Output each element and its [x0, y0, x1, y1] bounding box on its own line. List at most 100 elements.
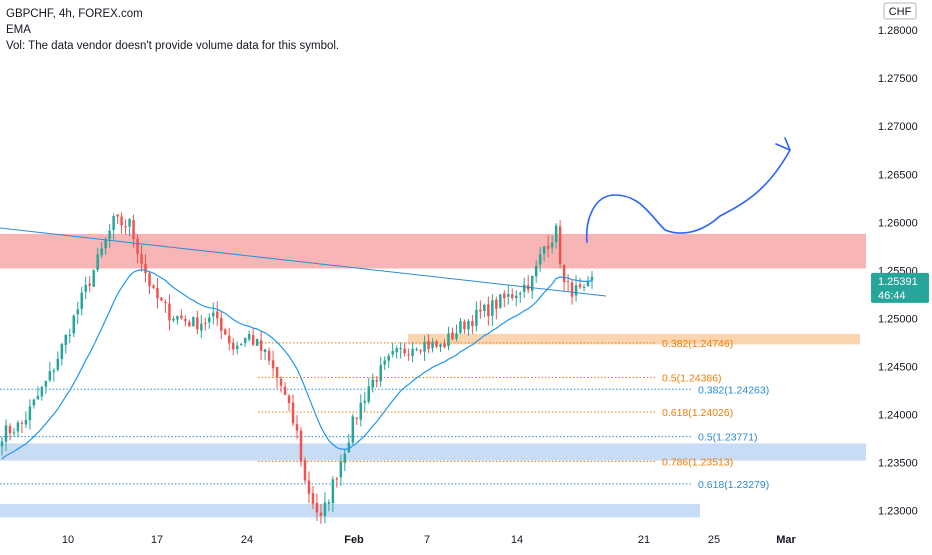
currency-box[interactable] — [883, 2, 917, 20]
candle-body — [84, 284, 87, 292]
bar-countdown-label: 46:44 — [878, 290, 906, 302]
candle-body — [48, 371, 52, 381]
candle-body — [443, 343, 446, 348]
symbol-title[interactable]: GBPCHF, 4h, FOREX.com — [6, 8, 143, 20]
zones-layer — [0, 233, 866, 518]
candle-body — [235, 345, 239, 350]
volume-note: Vol: The data vendor doesn't provide vol… — [6, 40, 340, 52]
ema-indicator-label[interactable]: EMA — [6, 24, 31, 36]
candle-body — [140, 253, 143, 264]
ema-layer — [1, 269, 593, 460]
fib-layer: 0.382(1.24746) 0.5(1.24386)0.382(1.24263)… — [0, 338, 769, 491]
time-tick-label: 7 — [424, 534, 430, 546]
candle-body — [323, 502, 327, 516]
candle-body — [383, 360, 386, 365]
descending-trendline[interactable] — [0, 227, 607, 297]
fib-label: 0.786(1.23513) — [662, 456, 733, 468]
candle-body — [467, 321, 470, 330]
price-tick-label: 1.23000 — [878, 506, 918, 518]
price-tick-label: 1.27000 — [878, 121, 918, 133]
candle-body — [487, 304, 490, 317]
candle-body — [530, 275, 534, 291]
candle-body — [156, 288, 159, 299]
candle-body — [479, 309, 482, 312]
candle-body — [363, 400, 367, 403]
candle-body — [275, 366, 279, 378]
candle-body — [347, 442, 351, 453]
candle-body — [176, 315, 179, 320]
candle-body — [32, 399, 36, 406]
price-tick-label: 1.24000 — [878, 410, 918, 422]
candle-body — [574, 285, 578, 296]
candle-body — [483, 304, 486, 311]
candle-body — [586, 280, 590, 287]
current-price-label: 1.25391 — [878, 276, 918, 288]
candle-body — [16, 422, 20, 432]
candle-body — [562, 264, 566, 282]
candle-body — [455, 333, 458, 339]
time-tick-label: 25 — [708, 534, 720, 546]
candle-body — [387, 355, 390, 361]
candles-layer — [0, 212, 594, 524]
candle-body — [208, 317, 211, 323]
candle-body — [519, 293, 522, 295]
candle-body — [88, 283, 91, 286]
candle-body — [431, 341, 434, 349]
candle-body — [331, 479, 335, 504]
candle-body — [550, 242, 554, 248]
candle-body — [495, 299, 498, 309]
candle-body — [375, 380, 378, 382]
time-tick-label: 10 — [62, 534, 74, 546]
candle-body — [168, 303, 171, 321]
candle-body — [263, 349, 267, 353]
candle-body — [120, 216, 123, 226]
chart-legend: GBPCHF, 4h, FOREX.com EMA Vol: The data … — [6, 6, 339, 54]
candle-body — [435, 341, 438, 347]
time-tick-label: Feb — [344, 534, 364, 546]
ema-line — [1, 269, 593, 460]
candle-body — [303, 460, 307, 481]
fib-label: 0.5(1.24386) — [662, 372, 722, 384]
current-price-badge[interactable] — [871, 272, 929, 303]
time-axis-bg — [0, 530, 932, 550]
candle-body — [507, 294, 510, 297]
candle-body — [407, 354, 410, 356]
candle-body — [511, 294, 514, 299]
candle-body — [116, 214, 119, 217]
candle-body — [395, 348, 398, 353]
candle-body — [295, 424, 299, 431]
candle-body — [287, 395, 291, 403]
candle-body — [491, 300, 494, 316]
currency-label[interactable]: CHF — [889, 6, 912, 18]
candle-body — [196, 317, 199, 330]
candle-body — [188, 322, 191, 327]
candle-body — [582, 286, 586, 288]
candle-body — [100, 248, 103, 256]
candle-body — [212, 312, 215, 317]
candle-body — [570, 282, 574, 297]
candle-body — [44, 380, 48, 387]
candle-body — [60, 344, 64, 360]
candle-body — [136, 238, 139, 254]
projection-curve[interactable] — [585, 149, 791, 243]
time-tick-label: 17 — [151, 534, 163, 546]
candle-body — [184, 318, 187, 322]
candle-body — [403, 348, 406, 354]
candle-body — [56, 358, 60, 370]
candle-body — [64, 334, 68, 345]
candle-body — [132, 220, 135, 240]
fib-label: 0.618(1.24026) — [662, 407, 733, 419]
candle-body — [423, 342, 426, 352]
candle-body — [355, 417, 359, 419]
fib-label: 0.618(1.23279) — [698, 479, 769, 491]
candle-body — [311, 493, 315, 504]
candle-body — [427, 341, 430, 350]
candle-body — [224, 329, 227, 335]
candle-body — [419, 350, 422, 352]
drawing-layer — [0, 137, 791, 297]
fib-orange-zone — [408, 333, 860, 345]
candle-body — [80, 292, 83, 309]
